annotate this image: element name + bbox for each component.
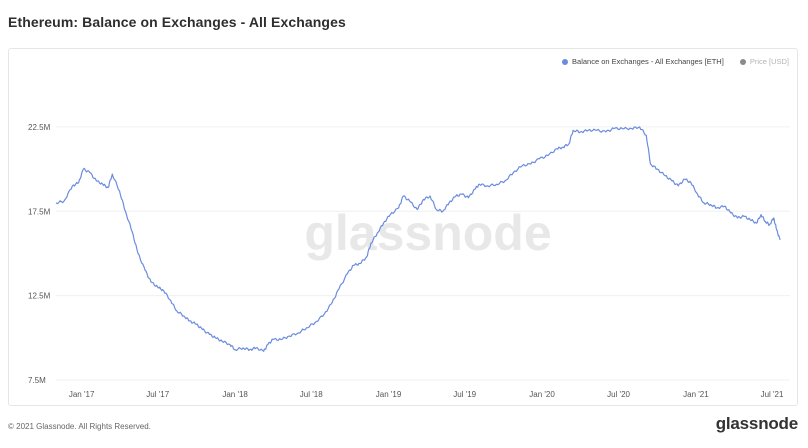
watermark-text: glassnode bbox=[304, 205, 551, 261]
x-tick-label: Jul '20 bbox=[607, 390, 630, 399]
legend-item-price[interactable]: Price [USD] bbox=[739, 57, 789, 66]
x-tick-label: Jan '19 bbox=[376, 390, 402, 399]
y-tick-label: 17.5M bbox=[28, 207, 51, 216]
copyright-text: © 2021 Glassnode. All Rights Reserved. bbox=[8, 422, 151, 431]
x-tick-label: Jan '18 bbox=[222, 390, 248, 399]
x-tick-label: Jul '17 bbox=[146, 390, 169, 399]
legend-dot-balance-icon bbox=[562, 58, 569, 65]
legend: Balance on Exchanges - All Exchanges [ET… bbox=[562, 57, 789, 66]
x-tick-label: Jan '20 bbox=[529, 390, 555, 399]
x-tick-label: Jul '19 bbox=[453, 390, 476, 399]
x-tick-label: Jan '21 bbox=[683, 390, 709, 399]
chart-title: Ethereum: Balance on Exchanges - All Exc… bbox=[8, 14, 346, 30]
legend-item-balance[interactable]: Balance on Exchanges - All Exchanges [ET… bbox=[562, 57, 724, 66]
y-tick-label: 12.5M bbox=[28, 292, 51, 301]
chart-card: Balance on Exchanges - All Exchanges [ET… bbox=[8, 48, 798, 406]
legend-dot-price-icon bbox=[739, 58, 746, 65]
glassnode-logo: glassnode bbox=[715, 414, 798, 433]
y-tick-label: 7.5M bbox=[28, 376, 46, 385]
legend-label-price: Price [USD] bbox=[749, 57, 789, 66]
x-tick-label: Jul '21 bbox=[761, 390, 784, 399]
x-tick-label: Jul '18 bbox=[300, 390, 323, 399]
y-tick-label: 22.5M bbox=[28, 123, 51, 132]
balance-series-line bbox=[55, 126, 781, 352]
x-tick-label: Jan '17 bbox=[69, 390, 95, 399]
legend-label-balance: Balance on Exchanges - All Exchanges [ET… bbox=[572, 57, 724, 66]
